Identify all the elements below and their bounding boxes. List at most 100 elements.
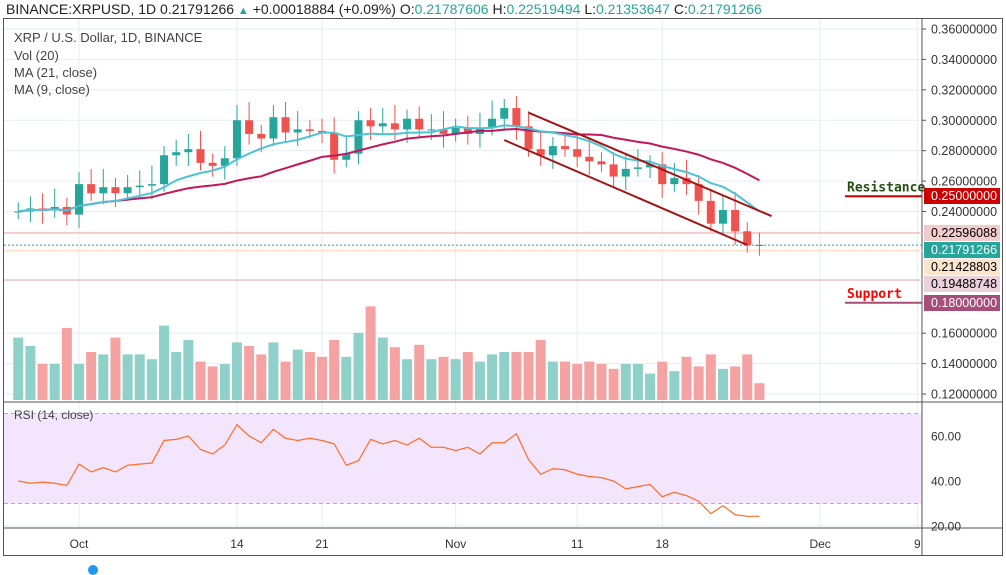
ma9-line bbox=[18, 124, 760, 213]
volume-bar bbox=[608, 368, 619, 400]
ma21-line bbox=[18, 128, 760, 213]
candle-body bbox=[111, 187, 120, 194]
volume-bar bbox=[657, 361, 668, 400]
volume-bar bbox=[195, 361, 206, 400]
resistance-label: Resistance bbox=[847, 180, 925, 195]
candle-body bbox=[633, 167, 642, 169]
volume-bar bbox=[547, 361, 558, 400]
candle-body bbox=[524, 126, 533, 150]
legend-ma21: MA (21, close) bbox=[14, 65, 98, 80]
candle-body bbox=[718, 209, 727, 224]
volume-bar bbox=[669, 371, 680, 400]
volume-bar bbox=[280, 361, 291, 400]
symbol: BINANCE:XRPUSD, 1D bbox=[6, 1, 157, 17]
candle-body bbox=[463, 127, 472, 134]
price-tick-label: 0.34000000 bbox=[931, 53, 997, 67]
volume-bar bbox=[754, 383, 765, 400]
close-label: C: bbox=[673, 1, 688, 17]
high-value: 0.22519494 bbox=[506, 1, 581, 17]
volume-bar bbox=[717, 368, 728, 400]
price-label: 0.21428803 bbox=[924, 258, 1000, 275]
volume-bar bbox=[426, 359, 437, 400]
time-tick-label: 14 bbox=[230, 537, 244, 551]
candle-body bbox=[354, 120, 363, 154]
volume-bar bbox=[365, 306, 376, 400]
legend-ma9: MA (9, close) bbox=[14, 82, 90, 97]
candle-body bbox=[621, 168, 630, 177]
volume-bar bbox=[705, 354, 716, 400]
time-tick-label: 11 bbox=[571, 537, 584, 551]
candle-body bbox=[160, 155, 169, 185]
candle-body bbox=[378, 123, 387, 127]
candle-body bbox=[585, 156, 594, 162]
volume-bar bbox=[49, 364, 60, 400]
legend-title: XRP / U.S. Dollar, 1D, BINANCE bbox=[14, 30, 203, 45]
candle-body bbox=[670, 178, 679, 185]
candle-body bbox=[305, 129, 314, 131]
volume-bar bbox=[171, 352, 182, 400]
volume-bar bbox=[730, 366, 741, 400]
volume-bar bbox=[535, 340, 546, 400]
candle-body bbox=[269, 117, 278, 139]
volume-bar bbox=[244, 346, 255, 400]
time-tick-label: Nov bbox=[445, 537, 466, 551]
candle-body bbox=[87, 184, 96, 194]
trend-line bbox=[503, 139, 748, 246]
volume-bar bbox=[256, 354, 267, 400]
candle-body bbox=[682, 178, 691, 185]
candle-body bbox=[366, 120, 375, 127]
candle-body bbox=[196, 149, 205, 163]
high-label: H: bbox=[492, 1, 507, 17]
price-label: 0.25000000 bbox=[924, 188, 1000, 205]
volume-bar bbox=[438, 356, 449, 400]
volume-bar bbox=[499, 352, 510, 400]
volume-bar bbox=[353, 332, 364, 400]
open-label: O: bbox=[399, 1, 415, 17]
volume-bar bbox=[389, 347, 400, 400]
candle-body bbox=[281, 117, 290, 133]
price-label: 0.22596088 bbox=[924, 224, 1000, 241]
candle-body bbox=[172, 152, 181, 156]
candle-body bbox=[232, 120, 241, 159]
up-arrow-icon: ▲ bbox=[237, 5, 249, 17]
volume-bar bbox=[231, 342, 242, 400]
candle-body bbox=[512, 108, 521, 127]
volume-bar bbox=[377, 337, 388, 400]
candle-body bbox=[536, 149, 545, 156]
volume-bar bbox=[742, 354, 753, 400]
price-change: +0.00018884 (+0.09%) bbox=[252, 1, 396, 17]
price-tick-label: 0.28000000 bbox=[931, 144, 997, 158]
time-tick-label: Oct bbox=[70, 537, 89, 551]
volume-bar bbox=[292, 349, 303, 400]
candle-body bbox=[390, 123, 399, 130]
volume-bar bbox=[632, 364, 643, 400]
volume-bar bbox=[74, 364, 84, 400]
candle-body bbox=[220, 158, 229, 166]
candle-body bbox=[135, 185, 144, 188]
chart-frame[interactable] bbox=[3, 18, 1003, 556]
volume-bar bbox=[304, 352, 315, 400]
candle-body bbox=[245, 120, 254, 134]
volume-bar bbox=[98, 354, 109, 400]
candle-body bbox=[706, 200, 715, 224]
candle-body bbox=[561, 146, 569, 150]
volume-bar bbox=[122, 354, 133, 400]
volume-bar bbox=[146, 359, 157, 400]
volume-bar bbox=[25, 346, 36, 400]
candle-body bbox=[14, 211, 23, 213]
candle-body bbox=[609, 164, 618, 177]
candle-body bbox=[548, 146, 557, 156]
volume-bar bbox=[61, 328, 72, 400]
time-tick-label: Dec bbox=[809, 537, 830, 551]
volume-bar bbox=[183, 340, 194, 400]
volume-bar bbox=[86, 352, 97, 400]
volume-bar bbox=[37, 364, 48, 400]
time-tick-label: 21 bbox=[315, 537, 329, 551]
volume-bar bbox=[450, 359, 461, 400]
volume-bar bbox=[134, 354, 145, 400]
volume-bar bbox=[572, 364, 583, 400]
candle-body bbox=[488, 118, 497, 128]
candle-body bbox=[257, 133, 266, 139]
support-label: Support bbox=[847, 287, 902, 302]
